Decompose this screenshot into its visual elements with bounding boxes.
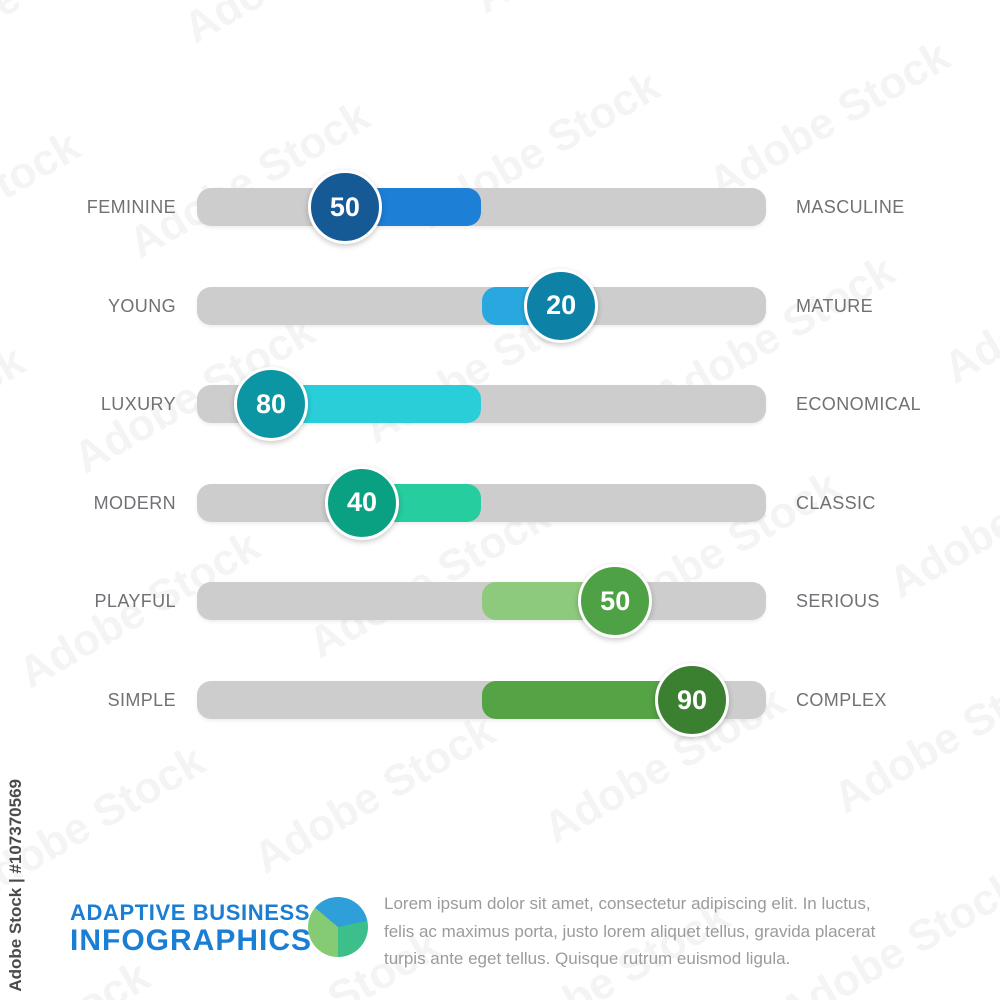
right-pole-label: ECONOMICAL xyxy=(796,394,922,415)
diagonal-watermark: Adobe Stock xyxy=(825,646,1000,824)
brand-title-line1: ADAPTIVE BUSINESS xyxy=(70,900,311,925)
left-pole-label: SIMPLE xyxy=(107,690,176,710)
right-pole-label: CLASSIC xyxy=(796,492,876,513)
left-pole-label: PLAYFUL xyxy=(94,591,176,612)
slider-knob[interactable]: 40 xyxy=(325,465,399,540)
slider-knob[interactable]: 50 xyxy=(307,170,382,244)
slider-track[interactable]: 20 xyxy=(197,268,766,343)
slider-value: 80 xyxy=(255,388,286,419)
slider-row: LUXURY 80 ECONOMICAL xyxy=(0,367,1000,442)
slider-value: 20 xyxy=(546,290,577,321)
slider-knob[interactable]: 20 xyxy=(524,268,599,343)
right-pole-label: SERIOUS xyxy=(796,591,880,612)
diagonal-watermark: Adobe Stock xyxy=(245,706,503,884)
slider-row: PLAYFUL 50 SERIOUS xyxy=(0,564,1000,639)
slider-track[interactable]: 50 xyxy=(197,170,766,244)
slider-value: 40 xyxy=(346,487,378,518)
slider-value: 90 xyxy=(676,684,708,715)
slider-row: MODERN 40 CLASSIC xyxy=(0,465,1000,540)
left-pole-label: LUXURY xyxy=(100,394,176,415)
brand-block: ADAPTIVE BUSINESS INFOGRAPHICS xyxy=(70,900,313,957)
slider-value: 50 xyxy=(329,191,360,222)
right-pole-label: MASCULINE xyxy=(796,197,905,217)
slider-row: YOUNG 20 MATURE xyxy=(0,268,1000,343)
left-pole-label: FEMININE xyxy=(86,197,176,217)
diagonal-watermark: Adobe Stock xyxy=(990,1,1000,179)
brand-title-line2: INFOGRAPHICS xyxy=(70,924,313,957)
right-pole-label: MATURE xyxy=(796,295,874,316)
slider-track[interactable]: 80 xyxy=(197,367,766,442)
left-pole-label: MODERN xyxy=(93,492,176,513)
diagonal-watermark: Adobe Stock xyxy=(0,736,213,914)
slider-track[interactable]: 50 xyxy=(197,564,766,639)
diagonal-watermark: Adobe Stock xyxy=(466,0,724,24)
left-pole-label: YOUNG xyxy=(107,295,176,316)
slider-row: SIMPLE 90 COMPLEX xyxy=(0,663,1000,737)
pie-chart-icon xyxy=(308,897,368,957)
slider-track[interactable]: 90 xyxy=(197,663,766,737)
description-text: Lorem ipsum dolor sit amet, consectetur … xyxy=(384,894,876,968)
diagonal-watermark: Adobe Stock xyxy=(176,0,434,54)
slider-knob[interactable]: 80 xyxy=(233,367,308,442)
slider-track[interactable]: 40 xyxy=(197,465,766,540)
stock-id-watermark: Adobe Stock | #107370569 xyxy=(6,779,25,992)
right-pole-label: COMPLEX xyxy=(796,690,887,710)
diagonal-watermark: Adobe Stock xyxy=(0,0,143,84)
slider-value: 50 xyxy=(600,585,631,616)
slider-knob[interactable]: 90 xyxy=(655,663,730,737)
slider-row: FEMININE 50 MASCULINE xyxy=(0,170,1000,244)
slider-knob[interactable]: 50 xyxy=(578,564,653,639)
diagonal-watermark: Adobe Stock xyxy=(700,31,958,209)
